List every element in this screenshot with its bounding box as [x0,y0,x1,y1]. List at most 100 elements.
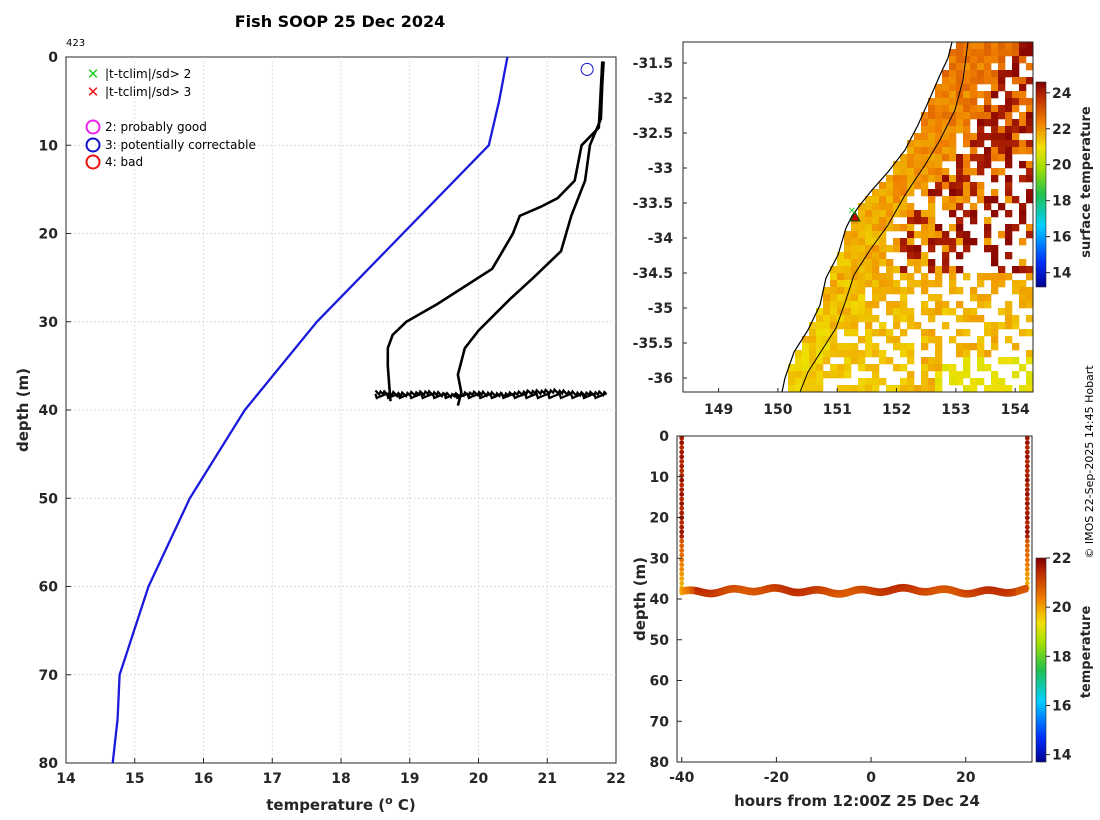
sst-cell [1026,189,1033,197]
sst-cell [984,217,992,225]
section-point [1024,552,1030,558]
sst-cell [837,308,845,316]
sst-cell [907,147,915,155]
sst-cell [928,308,936,316]
sst-cell [844,385,852,392]
sst-cell [879,224,887,232]
sst-cell [1026,315,1033,323]
sst-cell [956,175,964,183]
sst-cell [928,378,936,386]
map-y-tick-label: -33 [648,161,673,177]
sst-cell [1005,252,1013,260]
sst-cell [1019,217,1027,225]
sst-cell [872,329,880,337]
sst-cell [900,385,908,392]
sst-cell [921,189,929,197]
sst-cell [872,231,880,239]
sst-cell [802,371,810,379]
sst-cell [879,287,887,295]
section-point [1024,515,1030,521]
sst-cell [1019,126,1027,134]
section-points [679,436,1030,598]
credit-text: © IMOS 22-Sep-2025 14:45 Hobart [1083,365,1096,559]
sst-cell [942,105,950,113]
sst-cell [928,280,936,288]
sst-cell [851,315,859,323]
sst-cell [907,140,915,148]
sst-cell [914,182,922,190]
sst-cell [963,273,971,281]
sst-cell [991,105,999,113]
sst-cell [1005,385,1013,392]
sst-cell [844,371,852,379]
sst-cell [949,119,957,127]
sst-cell [991,385,999,392]
sst-cell [907,161,915,169]
sst-cell [921,280,929,288]
sst-cell [963,112,971,120]
sst-cell [893,203,901,211]
sst-cell [865,364,873,372]
sst-cell [921,336,929,344]
profile-x-axis-label: temperature (o C) [266,794,416,814]
section-point [679,510,685,516]
sst-cell [942,119,950,127]
sst-cell [921,126,929,134]
sst-cell [928,357,936,365]
sst-cell [900,175,908,183]
sst-cell [865,238,873,246]
sst-cell [837,371,845,379]
sst-cell [914,217,922,225]
sst-cell [970,70,978,78]
section-colorbar-label: temperature [1079,606,1094,699]
sst-cell [928,224,936,232]
sst-cell [1019,259,1027,267]
sst-cell [907,371,915,379]
sst-cell [858,364,866,372]
sst-cell [935,161,943,169]
section-point [679,538,685,544]
sst-cell [956,84,964,92]
sst-cell [921,182,929,190]
sst-cell [935,336,943,344]
map-colorbar-ticks: 24 22 20 18 16 14 [1046,86,1072,282]
sst-cell [935,182,943,190]
series-climatology [111,56,509,764]
sst-cell [949,77,957,85]
section-point [679,468,685,474]
sst-cell [956,56,964,64]
sst-cell [872,203,880,211]
sst-cell [991,259,999,267]
sst-cell [886,224,894,232]
sst-cell [977,140,985,148]
sst-cell [1012,63,1020,71]
sst-cell [802,350,810,358]
sst-cell [998,231,1006,239]
sst-cell [1026,119,1033,127]
sst-cell [900,224,908,232]
sst-cell [970,315,978,323]
legend-label: 3: potentially correctable [105,138,256,152]
sst-cell [921,259,929,267]
sst-cell [900,210,908,218]
sst-cell [970,385,978,392]
sst-cell [816,322,824,330]
sst-cell [900,161,908,169]
sst-cell [977,70,985,78]
sst-cell [858,350,866,358]
sst-cell [984,238,992,246]
sst-cell [977,42,985,50]
sst-cell [949,280,957,288]
sst-cell [935,84,943,92]
sst-cell [963,238,971,246]
sst-cell [921,140,929,148]
section-y-tick-label: 40 [650,592,670,608]
profile-x-ticks: 14 15 16 17 18 19 20 21 22 [56,758,626,787]
sst-cell [984,273,992,281]
sst-cell [998,133,1006,141]
sst-cell [1026,63,1033,71]
sst-cell [914,175,922,183]
sst-cell [914,147,922,155]
map-y-tick-label: -31.5 [633,56,673,72]
sst-cell [830,301,838,309]
